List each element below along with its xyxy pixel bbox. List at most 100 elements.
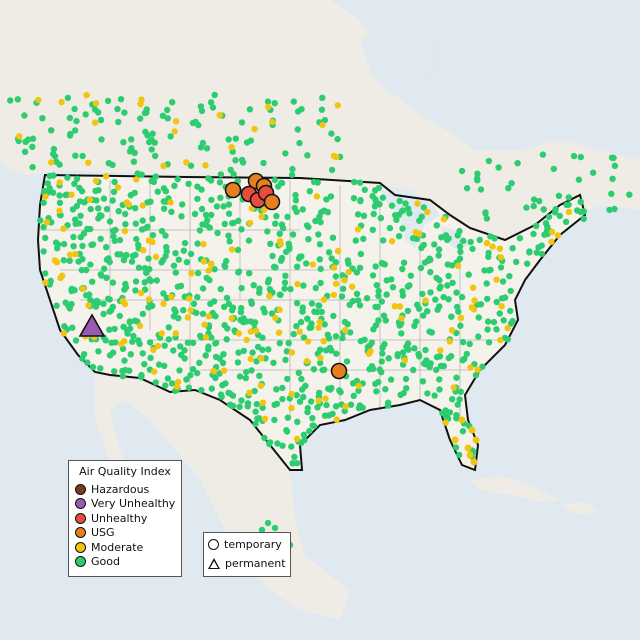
hispaniola bbox=[560, 502, 600, 515]
good-monitor bbox=[7, 97, 14, 104]
moderate-monitor bbox=[457, 314, 465, 321]
good-monitor bbox=[284, 375, 291, 383]
good-monitor bbox=[248, 300, 255, 307]
moderate-monitor bbox=[472, 436, 480, 444]
legend-label: USG bbox=[91, 526, 115, 540]
good-monitor bbox=[105, 295, 112, 302]
good-monitor bbox=[294, 126, 301, 133]
good-monitor bbox=[481, 267, 488, 274]
good-monitor bbox=[29, 143, 36, 150]
good-monitor bbox=[121, 357, 128, 364]
good-monitor bbox=[40, 248, 47, 255]
good-monitor bbox=[395, 233, 403, 240]
moderate-monitor bbox=[548, 228, 556, 236]
good-monitor bbox=[82, 111, 89, 118]
good-monitor bbox=[152, 173, 159, 180]
good-monitor bbox=[40, 199, 47, 206]
good-monitor bbox=[570, 152, 578, 160]
good-monitor bbox=[389, 284, 397, 291]
good-monitor bbox=[493, 326, 500, 333]
good-monitor bbox=[314, 179, 321, 186]
moderate-monitor bbox=[210, 367, 217, 375]
moderate-monitor bbox=[51, 257, 59, 264]
good-monitor bbox=[349, 380, 357, 387]
moderate-monitor bbox=[201, 321, 208, 328]
good-monitor bbox=[271, 100, 278, 107]
moderate-monitor bbox=[342, 403, 349, 410]
good-monitor bbox=[438, 234, 445, 241]
good-monitor bbox=[109, 279, 117, 286]
good-monitor bbox=[152, 152, 159, 160]
good-monitor bbox=[194, 269, 202, 277]
moderate-monitor bbox=[60, 330, 68, 337]
good-monitor bbox=[146, 265, 153, 273]
good-monitor bbox=[218, 393, 225, 401]
good-monitor bbox=[198, 186, 205, 193]
good-monitor bbox=[146, 339, 154, 346]
good-monitor bbox=[379, 344, 386, 351]
good-monitor bbox=[456, 451, 463, 459]
moderate-monitor bbox=[202, 162, 209, 169]
moderate-monitor bbox=[451, 436, 459, 444]
good-monitor bbox=[435, 252, 442, 259]
good-monitor bbox=[383, 291, 390, 298]
moderate-monitor bbox=[185, 295, 193, 302]
moderate-monitor bbox=[42, 193, 49, 200]
good-monitor bbox=[290, 330, 297, 338]
good-monitor bbox=[64, 174, 71, 181]
good-monitor bbox=[193, 309, 200, 317]
good-monitor bbox=[95, 348, 102, 355]
good-monitor bbox=[154, 188, 161, 195]
good-monitor bbox=[229, 304, 237, 311]
good-monitor bbox=[138, 373, 145, 381]
good-monitor bbox=[75, 258, 82, 265]
good-monitor bbox=[278, 179, 285, 186]
legend-label: Moderate bbox=[91, 540, 144, 554]
good-monitor bbox=[220, 351, 227, 358]
good-monitor bbox=[372, 196, 379, 203]
good-monitor bbox=[243, 318, 250, 325]
good-monitor bbox=[163, 243, 170, 251]
moderate-monitor bbox=[391, 303, 398, 310]
good-monitor bbox=[316, 256, 323, 263]
good-monitor bbox=[122, 284, 130, 291]
good-monitor bbox=[213, 203, 221, 210]
good-monitor bbox=[60, 257, 67, 264]
moderate-monitor bbox=[294, 280, 301, 288]
good-monitor bbox=[311, 308, 318, 315]
good-monitor bbox=[437, 362, 445, 370]
good-monitor bbox=[410, 366, 417, 374]
good-monitor bbox=[327, 193, 335, 200]
good-monitor bbox=[162, 232, 169, 239]
good-monitor bbox=[181, 239, 189, 247]
good-monitor bbox=[379, 194, 387, 201]
moderate-monitor bbox=[354, 226, 362, 233]
good-monitor bbox=[147, 354, 154, 361]
moderate-monitor bbox=[497, 336, 504, 344]
good-monitor bbox=[98, 272, 105, 279]
good-monitor bbox=[345, 260, 352, 267]
good-monitor bbox=[109, 303, 117, 311]
good-monitor bbox=[274, 440, 281, 447]
good-monitor bbox=[467, 238, 474, 246]
good-monitor bbox=[493, 298, 500, 306]
good-monitor bbox=[267, 240, 274, 247]
moderate-monitor bbox=[471, 297, 478, 304]
good-monitor bbox=[266, 439, 273, 447]
moderate-monitor bbox=[152, 253, 160, 260]
good-monitor bbox=[164, 375, 172, 382]
good-monitor bbox=[294, 418, 301, 425]
good-monitor bbox=[369, 272, 377, 279]
good-monitor bbox=[385, 355, 392, 362]
good-monitor bbox=[354, 211, 362, 218]
good-monitor bbox=[457, 388, 464, 395]
moderate-monitor bbox=[272, 314, 279, 322]
moderate-monitor bbox=[414, 200, 421, 207]
good-monitor bbox=[416, 353, 423, 360]
good-monitor bbox=[509, 245, 516, 252]
good-monitor bbox=[214, 229, 221, 237]
good-monitor bbox=[105, 255, 112, 262]
moderate-monitor bbox=[133, 176, 140, 183]
good-monitor bbox=[485, 339, 493, 346]
good-monitor bbox=[240, 347, 247, 354]
